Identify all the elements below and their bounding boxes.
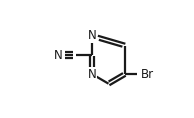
Text: Br: Br <box>141 68 154 81</box>
Text: N: N <box>53 48 62 62</box>
Text: N: N <box>88 30 97 42</box>
Text: N: N <box>88 68 97 81</box>
